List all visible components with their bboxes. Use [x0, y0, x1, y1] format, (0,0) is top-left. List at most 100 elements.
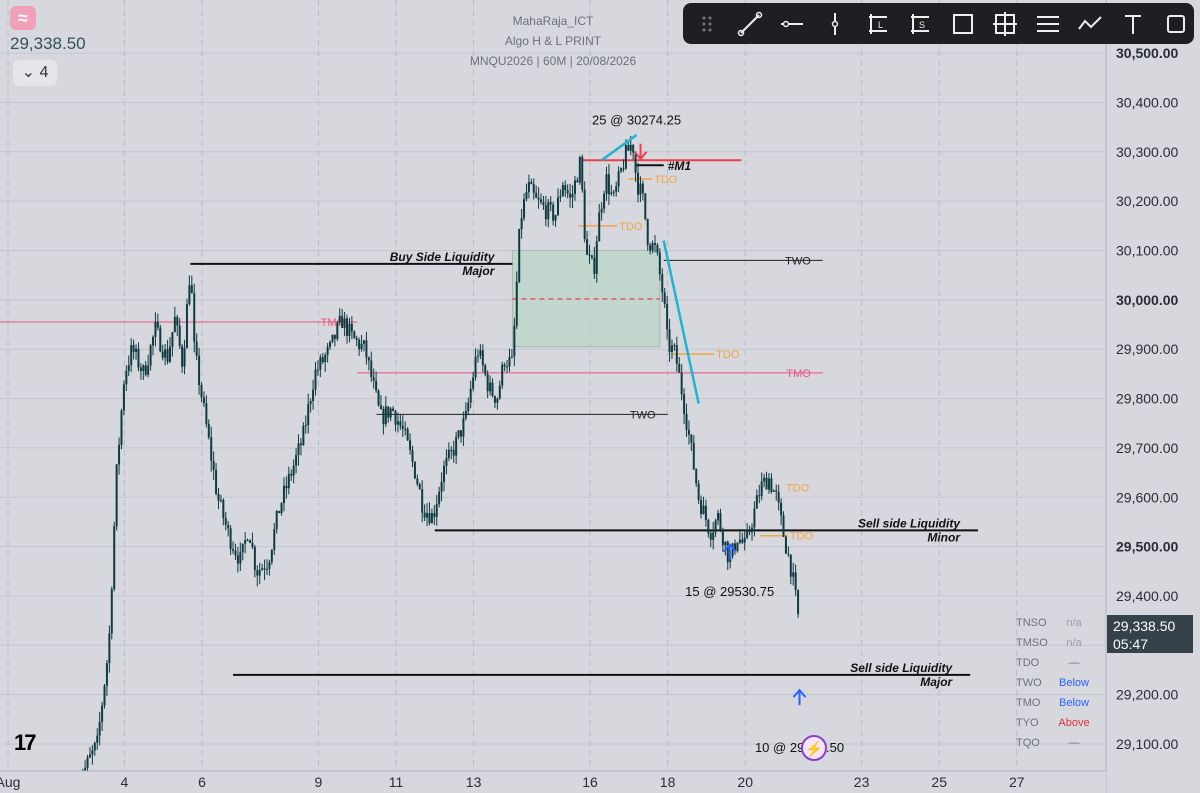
price-tick-label: 30,300.00: [1116, 144, 1178, 160]
candle-body: [629, 144, 632, 151]
candle-body: [96, 735, 99, 743]
candle-body: [670, 345, 673, 352]
candle-body: [319, 357, 322, 370]
candle-body: [489, 382, 492, 392]
candle-body: [678, 363, 681, 373]
candle-body: [217, 493, 220, 501]
candle-body: [600, 208, 603, 213]
candle-body: [421, 489, 424, 513]
price-tick-label: 30,000.00: [1116, 292, 1178, 308]
candle-body: [268, 562, 271, 570]
wave-logo-icon[interactable]: ≈: [10, 6, 36, 30]
candle-body: [173, 316, 176, 333]
candle-body: [88, 754, 91, 758]
candle-body: [666, 303, 669, 330]
price-tick-label: 29,600.00: [1116, 489, 1178, 505]
down-arrow-icon: [633, 143, 648, 161]
candle-body: [91, 750, 94, 755]
candle-body: [93, 742, 96, 751]
candle-body: [721, 530, 724, 546]
candle-body: [750, 527, 753, 533]
candle-body: [256, 570, 259, 576]
price-axis-bg: [1106, 0, 1200, 793]
status-row-label: TWO: [1016, 677, 1042, 689]
path-icon[interactable]: [1072, 5, 1109, 43]
candle-body: [346, 318, 349, 336]
candle-body: [198, 355, 201, 386]
drag-handle-icon[interactable]: [689, 5, 726, 43]
candle-body: [743, 537, 746, 543]
candle-body: [753, 508, 756, 528]
layers-count: 4: [39, 64, 49, 81]
candle-body: [459, 430, 462, 437]
time-axis[interactable]: Aug 4 6 9 11 13 16 18 20 23 25 27: [0, 770, 1106, 793]
candle-body: [125, 371, 128, 385]
candle-body: [731, 543, 734, 557]
candle-body: [700, 499, 703, 515]
candle-body: [166, 349, 169, 362]
candle-body: [738, 539, 741, 543]
candle-body: [503, 364, 506, 367]
candle-body: [253, 546, 256, 571]
status-row-value: n/a: [1066, 617, 1082, 629]
rectangle-icon[interactable]: [944, 5, 981, 43]
last-price: 29,338.50: [10, 34, 86, 53]
candle-body: [675, 345, 678, 364]
level-label: TMO: [786, 368, 811, 380]
price-axis[interactable]: 29,100.0029,200.0029,300.0029,400.0029,5…: [1105, 0, 1200, 793]
candle-body: [661, 274, 664, 293]
candle-body: [409, 440, 412, 451]
bar-countdown: 05:47: [1113, 636, 1149, 652]
horizontal-ray-icon[interactable]: [774, 5, 811, 43]
candle-body: [312, 389, 315, 402]
up-arrow-icon: [792, 688, 807, 706]
candle-body: [561, 185, 564, 197]
candle-body: [547, 202, 550, 220]
candle-body: [314, 369, 317, 390]
candle-body: [443, 465, 446, 482]
candle-body: [714, 520, 717, 533]
candle-body: [680, 372, 683, 395]
trade-annotation: 10 @ 29329.50: [755, 740, 844, 755]
candle-body: [435, 504, 438, 517]
layers-toggle-button[interactable]: ⌄ 4: [13, 60, 57, 86]
candle-body: [316, 369, 319, 371]
long-position-icon[interactable]: L: [859, 5, 896, 43]
candle-body: [377, 390, 380, 406]
trade-annotation: 15 @ 29530.75: [685, 584, 774, 599]
candle-body: [542, 202, 545, 206]
level-label: #M1: [668, 159, 692, 173]
lightning-bolt-icon[interactable]: ⚡: [801, 735, 827, 761]
square-tool-icon[interactable]: [1157, 5, 1194, 43]
level-label: TWO: [630, 409, 656, 421]
trend-line-icon[interactable]: [732, 5, 769, 43]
candle-body: [644, 193, 647, 220]
candle-body: [445, 458, 448, 466]
parallel-lines-icon[interactable]: [1030, 5, 1067, 43]
candle-body: [683, 394, 686, 414]
candle-body: [338, 315, 341, 323]
vertical-line-icon[interactable]: [817, 5, 854, 43]
status-row-value: Below: [1059, 697, 1089, 709]
candle-body: [147, 365, 150, 375]
candle-body: [336, 322, 339, 339]
candle-body: [394, 410, 397, 425]
candle-body: [292, 465, 295, 476]
candle-body: [392, 408, 395, 411]
short-position-icon[interactable]: S: [902, 5, 939, 43]
text-tool-icon[interactable]: [1115, 5, 1152, 43]
candle-body: [641, 183, 644, 194]
candle-body: [379, 405, 382, 410]
candle-body: [236, 555, 239, 564]
tdo-label: TDO: [654, 174, 678, 186]
candle-body: [270, 549, 273, 563]
crosshair-box-icon[interactable]: [987, 5, 1024, 43]
candle-body: [418, 484, 421, 490]
candle-body: [760, 481, 763, 497]
candle-body: [748, 530, 751, 533]
candle-body: [384, 406, 387, 425]
trade-annotation: 25 @ 30274.25: [592, 113, 681, 128]
candle-body: [469, 388, 472, 403]
candle-body: [709, 533, 712, 540]
